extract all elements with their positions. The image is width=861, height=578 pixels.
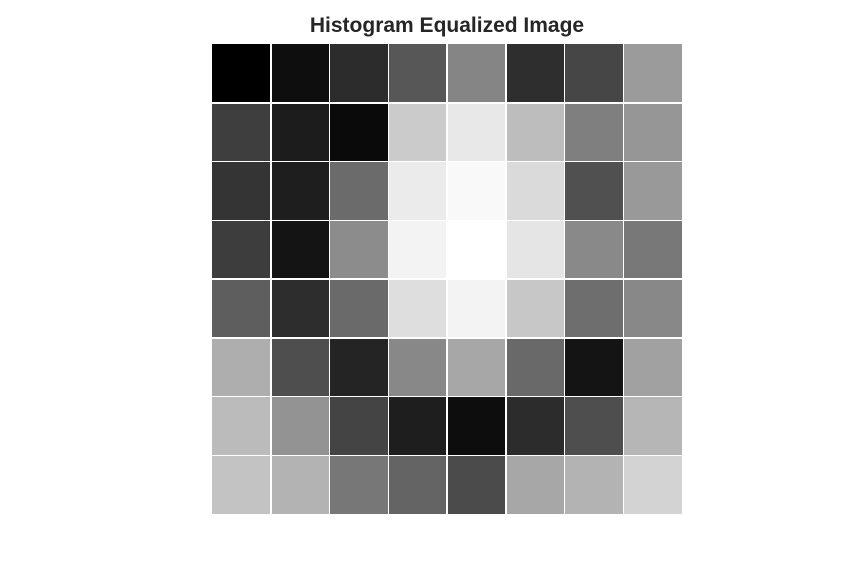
pixel-cell	[565, 456, 623, 514]
pixel-cell	[212, 279, 270, 337]
pixel-cell	[212, 456, 270, 514]
pixel-cell	[389, 456, 447, 514]
pixel-cell	[271, 456, 329, 514]
pixel-cell	[506, 456, 564, 514]
pixel-cell	[212, 397, 270, 455]
pixel-cell	[447, 338, 505, 396]
pixel-cell	[624, 338, 682, 396]
pixel-cell	[389, 338, 447, 396]
pixel-cell	[447, 221, 505, 279]
pixel-cell	[330, 397, 388, 455]
pixel-cell	[389, 44, 447, 102]
pixel-cell	[506, 397, 564, 455]
pixel-cell	[506, 338, 564, 396]
pixel-cell	[565, 338, 623, 396]
pixel-cell	[271, 162, 329, 220]
chart-title: Histogram Equalized Image	[309, 14, 585, 37]
pixel-cell	[565, 44, 623, 102]
pixel-cell	[389, 162, 447, 220]
pixel-cell	[624, 44, 682, 102]
pixel-cell	[624, 456, 682, 514]
pixel-cell	[330, 44, 388, 102]
pixel-cell	[565, 103, 623, 161]
pixel-cell	[271, 44, 329, 102]
pixel-cell	[212, 103, 270, 161]
pixel-cell	[565, 397, 623, 455]
pixel-cell	[330, 103, 388, 161]
pixel-cell	[447, 44, 505, 102]
pixel-cell	[212, 221, 270, 279]
pixel-cell	[389, 397, 447, 455]
pixel-cell	[389, 103, 447, 161]
pixel-cell	[447, 162, 505, 220]
pixel-cell	[447, 103, 505, 161]
pixel-cell	[212, 162, 270, 220]
pixel-cell	[389, 279, 447, 337]
pixel-cell	[624, 397, 682, 455]
pixel-cell	[330, 279, 388, 337]
pixel-cell	[447, 397, 505, 455]
pixel-cell	[271, 279, 329, 337]
pixel-cell	[624, 221, 682, 279]
pixel-cell	[624, 162, 682, 220]
pixel-cell	[506, 44, 564, 102]
pixel-cell	[565, 162, 623, 220]
pixel-cell	[506, 103, 564, 161]
pixel-cell	[271, 221, 329, 279]
pixel-cell	[330, 162, 388, 220]
pixel-cell	[624, 103, 682, 161]
pixel-cell	[565, 279, 623, 337]
pixel-cell	[330, 338, 388, 396]
pixel-cell	[506, 279, 564, 337]
pixel-cell	[624, 279, 682, 337]
pixel-cell	[271, 103, 329, 161]
pixel-cell	[271, 397, 329, 455]
pixel-cell	[271, 338, 329, 396]
pixel-cell	[330, 221, 388, 279]
pixel-cell	[389, 221, 447, 279]
pixel-cell	[506, 162, 564, 220]
pixel-cell	[212, 338, 270, 396]
pixel-cell	[506, 221, 564, 279]
equalized-image	[212, 44, 682, 514]
pixel-cell	[447, 279, 505, 337]
pixel-cell	[447, 456, 505, 514]
pixel-cell	[212, 44, 270, 102]
pixel-cell	[330, 456, 388, 514]
pixel-cell	[565, 221, 623, 279]
